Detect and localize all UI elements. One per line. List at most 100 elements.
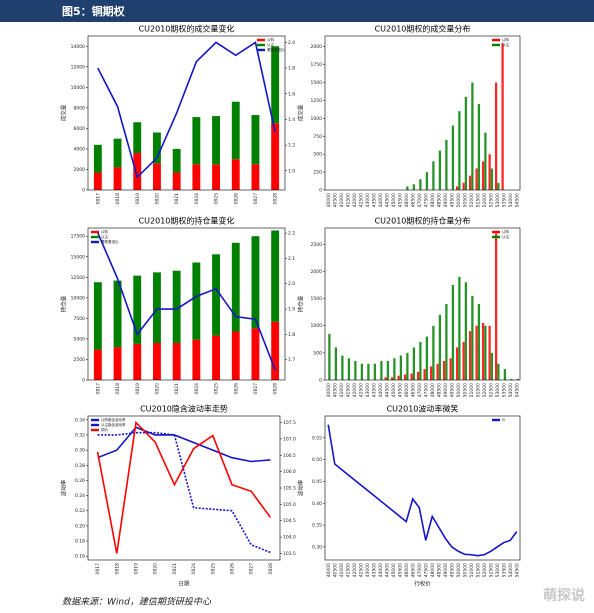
x-tick-label: 0825	[210, 563, 216, 575]
bar	[464, 282, 468, 380]
x-axis-label: 日期	[178, 581, 190, 588]
x-tick-label: 47500	[423, 383, 429, 397]
bar	[488, 154, 491, 190]
bar	[455, 186, 459, 190]
y2-tick-label: 107.5	[283, 420, 296, 426]
y-tick-label: 2500	[74, 357, 86, 363]
y2-tick-label: 103.5	[283, 551, 296, 557]
y-tick-label: 2000	[74, 167, 86, 173]
bar	[445, 139, 448, 190]
bar	[458, 276, 461, 380]
x-tick-label: 40500	[332, 383, 338, 397]
x-tick-label: 0820	[153, 563, 159, 575]
bar	[271, 321, 280, 380]
line	[97, 41, 276, 179]
x-tick-label: 42500	[358, 563, 364, 577]
bar	[516, 378, 520, 380]
bar	[153, 163, 161, 190]
bar	[406, 352, 409, 380]
x-tick-label: 52000	[482, 563, 488, 577]
x-tick-label: 40500	[332, 563, 338, 577]
line	[97, 232, 276, 371]
bar	[494, 82, 498, 190]
x-tick-label: 46500	[410, 563, 416, 577]
y-tick-label: 0.55	[312, 435, 322, 441]
x-tick-label: 44000	[378, 383, 384, 397]
y-tick-label: 0.45	[312, 479, 322, 485]
bar	[251, 164, 260, 190]
bar	[390, 377, 394, 380]
chart-title: CU2010期权的持仓量分布	[375, 216, 471, 226]
x-tick-label: 40500	[332, 193, 338, 207]
chart-title: CU2010隐含波动率走势	[140, 404, 228, 414]
bar	[471, 82, 474, 190]
legend-swatch	[91, 240, 99, 244]
bar	[93, 172, 102, 190]
bar	[425, 172, 429, 190]
x-tick-label: 41500	[345, 383, 351, 397]
bar	[464, 96, 468, 190]
legend-label: 认购隐含波动率	[101, 417, 126, 422]
bar	[373, 363, 377, 380]
x-tick-label: 46000	[404, 383, 410, 397]
legend-label: 认沽	[502, 42, 510, 47]
x-tick-label: 50500	[462, 383, 468, 397]
legend-label: 认购	[502, 229, 510, 234]
x-tick-label: 54500	[514, 193, 520, 207]
x-tick-label: 0818	[114, 563, 120, 575]
y-tick-label: 750	[313, 134, 322, 140]
x-tick-label: 45000	[391, 383, 397, 397]
bar	[231, 331, 240, 380]
bar	[477, 104, 481, 190]
y2-tick-label: 1.0	[288, 168, 295, 174]
y-tick-label: 6000	[74, 126, 86, 132]
x-tick-label: 43000	[365, 383, 371, 397]
x-tick-label: 53500	[501, 563, 507, 577]
bar	[192, 164, 201, 190]
bar	[172, 270, 181, 344]
x-tick-label: 42500	[358, 193, 364, 207]
bar	[471, 295, 474, 380]
x-tick-label: 0825	[214, 383, 220, 395]
x-tick-label: 54000	[508, 193, 514, 207]
x-tick-label: 52500	[488, 383, 494, 397]
bar	[442, 361, 446, 380]
y-axis-label: 持仓量	[297, 295, 305, 312]
plot-frame	[324, 35, 521, 191]
x-tick-label: 0827	[253, 383, 259, 395]
y-tick-label: 10000	[71, 295, 85, 301]
y-tick-label: 0.35	[312, 523, 322, 529]
line	[97, 426, 271, 463]
bar	[484, 132, 487, 190]
y-tick-label: 0.34	[75, 417, 85, 423]
bar	[153, 343, 161, 380]
chart-title: CU2010波动率微笑	[387, 404, 459, 414]
x-tick-label: 46000	[404, 563, 410, 577]
bar	[419, 179, 422, 190]
bar	[451, 285, 455, 380]
legend-swatch	[91, 418, 99, 422]
y-axis-label: 波动率	[297, 479, 305, 496]
bar	[271, 46, 280, 124]
bar	[429, 366, 433, 380]
x-tick-label: 51500	[475, 193, 481, 207]
line	[327, 424, 518, 557]
x-tick-label: 51500	[475, 563, 481, 577]
plot-frame	[324, 227, 521, 381]
bar	[172, 343, 181, 380]
bar	[410, 373, 413, 380]
bar	[172, 172, 181, 190]
legend-swatch	[492, 418, 500, 422]
bar	[449, 358, 452, 380]
x-tick-label: 0820	[154, 383, 160, 395]
x-tick-label: 49000	[443, 193, 449, 207]
source: 数据来源：Wind，建信期货研投中心	[62, 597, 212, 608]
y-tick-label: 0.32	[75, 432, 85, 438]
legend-swatch	[257, 38, 265, 42]
x-tick-label: 48500	[436, 563, 442, 577]
y-tick-label: 0	[82, 188, 85, 194]
y-tick-label: 1250	[311, 98, 323, 104]
y-tick-label: 2000	[311, 44, 323, 50]
x-tick-label: 53500	[501, 383, 507, 397]
y-tick-label: 12000	[71, 64, 85, 70]
